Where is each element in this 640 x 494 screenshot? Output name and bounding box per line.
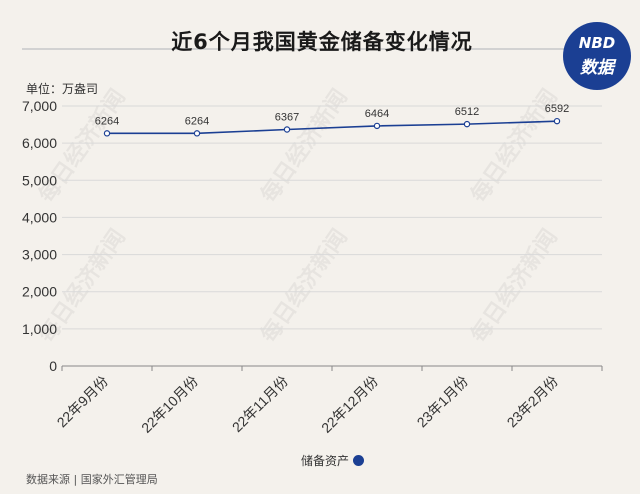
- chart-title: 近6个月我国黄金储备变化情况: [171, 30, 473, 54]
- data-label: 6464: [365, 108, 389, 120]
- legend-marker: [353, 455, 365, 466]
- nbd-logo: NBD 数据: [563, 22, 631, 90]
- y-tick-label: 5,000: [22, 172, 57, 188]
- legend: 储备资产: [301, 452, 365, 469]
- x-tick-label: 23年2月份: [504, 373, 562, 431]
- data-point: [373, 122, 381, 130]
- data-point: [103, 130, 111, 137]
- unit-label: 单位：万盎司: [26, 82, 99, 96]
- logo-text-nbd: NBD: [578, 34, 616, 52]
- data-point: [193, 130, 201, 137]
- y-tick-label: 0: [49, 358, 57, 374]
- x-tick-label: 22年10月份: [138, 373, 201, 436]
- y-tick-label: 2,000: [22, 284, 57, 300]
- series-line: [107, 120, 558, 135]
- y-tick-label: 4,000: [22, 209, 57, 225]
- data-point: [463, 120, 471, 128]
- data-point: [553, 117, 561, 125]
- logo-text-data: 数据: [580, 58, 614, 78]
- title-bar: 近6个月我国黄金储备变化情况: [22, 18, 622, 54]
- y-tick-label: 6,000: [22, 135, 57, 151]
- watermark-text: 每日经济新闻: [256, 84, 353, 207]
- y-tick-label: 3,000: [22, 247, 57, 263]
- data-point: [283, 126, 291, 133]
- x-tick-label: 23年1月份: [414, 373, 472, 431]
- y-tick-label: 7,000: [22, 98, 57, 114]
- y-tick-label: 1,000: [22, 321, 57, 337]
- source-note: 数据来源 | 国家外汇管理局: [26, 473, 158, 486]
- data-label: 6367: [275, 112, 299, 124]
- x-tick-label: 22年9月份: [54, 373, 112, 431]
- data-label: 6264: [185, 115, 209, 127]
- data-label: 6264: [95, 115, 119, 127]
- x-tick-label: 22年11月份: [229, 373, 291, 435]
- data-label: 6512: [455, 106, 479, 118]
- data-label: 6592: [545, 103, 569, 115]
- x-tick-label: 22年12月份: [318, 373, 381, 436]
- legend-label: 储备资产: [301, 454, 350, 468]
